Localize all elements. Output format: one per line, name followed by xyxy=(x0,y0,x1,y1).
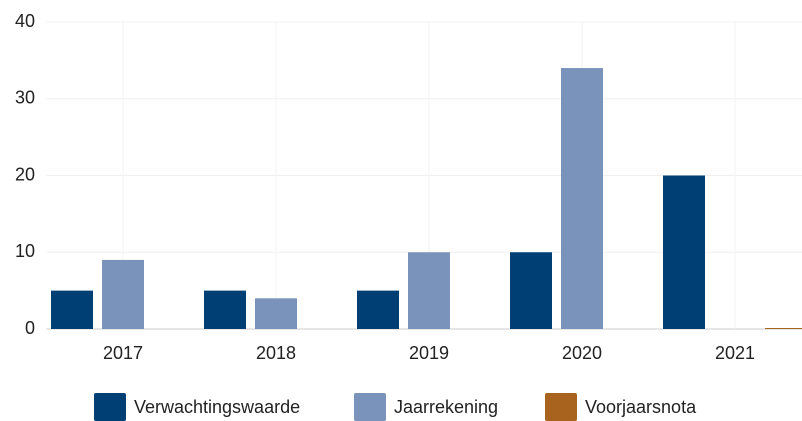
bar xyxy=(510,252,552,329)
legend-swatch xyxy=(94,393,126,421)
x-tick-label: 2019 xyxy=(409,343,449,363)
y-tick-label: 10 xyxy=(15,241,35,261)
y-tick-label: 30 xyxy=(15,88,35,108)
bar xyxy=(561,68,603,330)
y-tick-label: 40 xyxy=(15,11,35,31)
bar xyxy=(408,252,450,329)
legend-label: Verwachtingswaarde xyxy=(134,397,300,417)
bar xyxy=(663,175,705,329)
bar xyxy=(255,298,297,329)
y-tick-label: 0 xyxy=(25,318,35,338)
legend-swatch xyxy=(545,393,577,421)
bar xyxy=(765,328,802,329)
bar xyxy=(51,290,93,329)
legend-label: Voorjaarsnota xyxy=(585,397,697,417)
x-tick-label: 2018 xyxy=(256,343,296,363)
bar xyxy=(102,259,144,329)
bar xyxy=(357,290,399,329)
x-tick-label: 2020 xyxy=(562,343,602,363)
legend-label: Jaarrekening xyxy=(394,397,498,417)
legend-swatch xyxy=(354,393,386,421)
y-tick-label: 20 xyxy=(15,164,35,184)
x-tick-label: 2017 xyxy=(103,343,143,363)
bar xyxy=(204,290,246,329)
x-tick-label: 2021 xyxy=(715,343,755,363)
